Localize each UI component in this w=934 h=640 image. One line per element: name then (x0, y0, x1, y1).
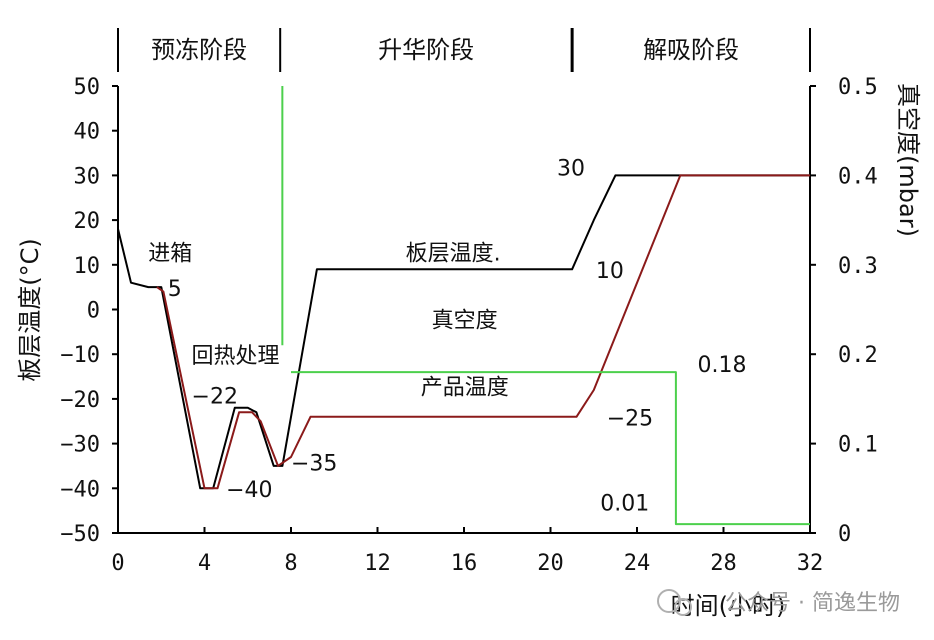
y-right-tick-label: 0.3 (838, 254, 878, 279)
y-left-tick-label: 50 (74, 75, 101, 100)
x-tick-label: 20 (537, 551, 564, 576)
phase-label: 预冻阶段 (151, 36, 247, 64)
watermark: 公众号 · 简逸生物 (725, 591, 900, 616)
x-tick-label: 24 (624, 551, 651, 576)
annotation: 回热处理 (192, 344, 280, 369)
y-left-tick-label: 10 (74, 254, 101, 279)
y-left-tick-label: 30 (74, 164, 101, 189)
y-left-tick-label: −50 (60, 522, 100, 547)
y-right-tick-label: 0.2 (838, 343, 878, 368)
x-tick-label: 16 (451, 551, 478, 576)
y-left-tick-label: 20 (74, 209, 101, 234)
phase-header: 预冻阶段 升华阶段 解吸阶段 (117, 28, 811, 72)
y-right-tick-label: 0.1 (838, 433, 878, 458)
y-right-tick-label: 0.4 (838, 164, 878, 189)
annotation: 30 (557, 156, 585, 181)
series (117, 86, 810, 526)
annotation: 0.18 (698, 353, 747, 378)
annotation: −22 (192, 384, 238, 409)
watermark-logo-icon (657, 589, 692, 616)
x-tick-label: 4 (198, 551, 211, 576)
y-left-tick-label: −10 (60, 343, 100, 368)
series-line-板层温度 (117, 174, 810, 490)
annotation: 10 (596, 259, 624, 284)
x-axis-label: 时间(小时) (671, 592, 786, 620)
phase-label: 升华阶段 (378, 36, 474, 64)
annotation: 真空度 (432, 308, 498, 333)
y-left-tick-label: 0 (87, 299, 100, 324)
annotation: 5 (168, 277, 182, 302)
y-left-tick-label: 40 (74, 120, 101, 145)
x-tick-label: 8 (284, 551, 297, 576)
phase-label: 解吸阶段 (643, 36, 739, 64)
x-tick-label: 32 (797, 551, 824, 576)
series-line-产品温度 (156, 174, 810, 490)
annotation: −35 (291, 451, 337, 476)
y-left-tick-label: −20 (60, 388, 100, 413)
tick-labels: 0 4 8 12 16 20 24 28 3250403020100−10−20−30−40−5… (60, 75, 878, 576)
annotation: 板层温度. (406, 241, 501, 266)
y-axis-left-label: 板层温度(°C) (16, 238, 44, 381)
y-right-tick-label: 0 (838, 522, 851, 547)
annotation: 进箱 (148, 241, 192, 266)
y-left-tick-label: −40 (60, 477, 100, 502)
series-line-真空度 (291, 371, 810, 526)
annotation: −25 (607, 407, 653, 432)
annotation: −40 (226, 478, 272, 503)
y-axis-right-label: 真空度(mbar) (894, 83, 922, 237)
y-right-tick-label: 0.5 (838, 75, 878, 100)
y-left-tick-label: −30 (60, 433, 100, 458)
annotation: 0.01 (600, 492, 649, 517)
x-tick-label: 28 (710, 551, 737, 576)
x-tick-label: 12 (364, 551, 391, 576)
x-tick-label: 0 (111, 551, 124, 576)
annotation: 产品温度 (421, 375, 509, 400)
